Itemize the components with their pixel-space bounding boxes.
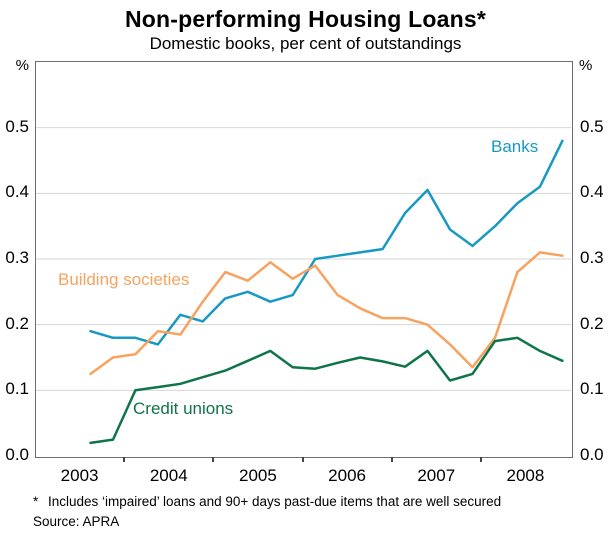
source-note: Source: APRA (33, 514, 120, 529)
line-chart-canvas (36, 127, 571, 445)
y-tick-label-right: 0.2 (580, 313, 604, 333)
footnote-marker: * (33, 494, 39, 509)
series-label-credit-unions: Credit unions (133, 399, 234, 418)
x-year-label: 2007 (417, 466, 456, 485)
series-line-banks (89, 139, 564, 346)
x-axis-tick (212, 457, 215, 462)
y-axis-unit-left: % (15, 57, 29, 74)
y-tick-label-right: 0.3 (580, 248, 604, 267)
y-tick-label-left: 0.4 (5, 182, 29, 202)
plot-area (35, 61, 573, 458)
x-axis-tick (479, 457, 482, 462)
y-tick-label-left: 0.3 (5, 248, 29, 267)
y-axis-unit-right: % (579, 57, 593, 74)
x-year-label: 2004 (149, 466, 188, 485)
y-tick-label-left: 0.2 (5, 313, 29, 333)
x-year-label: 2005 (238, 466, 277, 485)
chart-title: Non-performing Housing Loans* (124, 6, 486, 32)
x-axis-tick (301, 457, 304, 462)
y-tick-label-left: 0.5 (5, 116, 29, 136)
y-tick-label-right: 0.4 (580, 182, 604, 202)
chart-subtitle: Domestic books, per cent of outstandings (149, 34, 462, 53)
series-label-building-societies: Building societies (58, 270, 190, 289)
series-label-banks: Banks (491, 137, 539, 156)
x-year-label: 2003 (60, 466, 99, 485)
x-axis-tick (390, 457, 393, 462)
footnote: * Includes ‘impaired’ loans and 90+ days… (33, 494, 603, 509)
y-tick-label-right: 0.0 (580, 445, 604, 464)
x-year-label: 2006 (328, 466, 366, 485)
x-axis-tick (123, 457, 126, 462)
x-year-label: 2008 (506, 466, 545, 485)
y-tick-label-left: 0.1 (5, 379, 29, 399)
series-line-credit-unions (89, 336, 564, 445)
series-line-building-societies (89, 251, 564, 376)
y-tick-label-right: 0.1 (580, 379, 604, 399)
y-tick-label-right: 0.5 (580, 116, 604, 136)
y-tick-label-left: 0.0 (5, 445, 29, 464)
footnote-text: Includes ‘impaired’ loans and 90+ days p… (48, 494, 502, 509)
